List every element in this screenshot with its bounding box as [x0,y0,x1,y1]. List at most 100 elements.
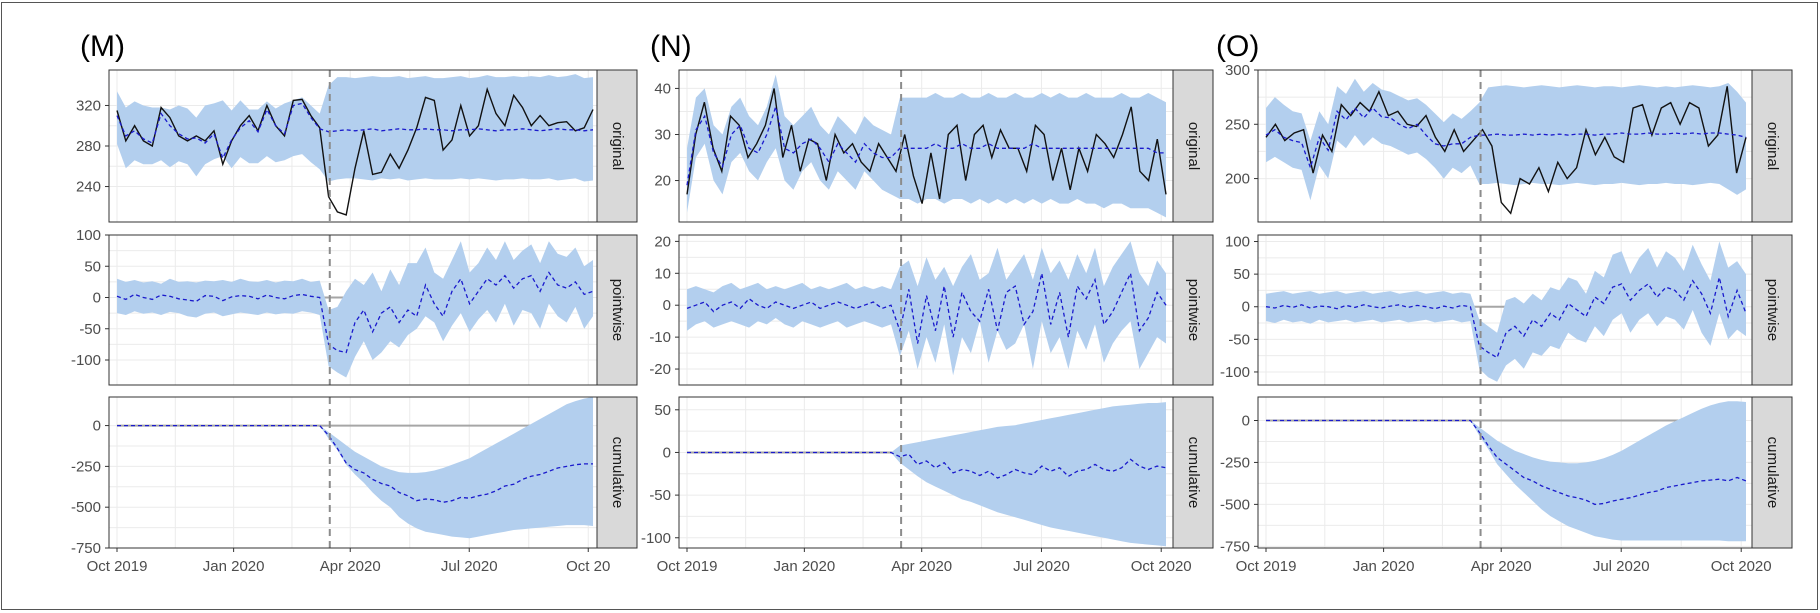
y-tick-label: 100 [76,227,101,244]
facet-strip-label: cumulative [609,437,626,509]
y-tick-label: 0 [663,297,671,314]
y-tick-label: 20 [654,173,671,190]
panel-label-n: (N) [650,30,692,63]
facet-strip [1172,69,1214,223]
predicted-series-line [686,104,1166,186]
y-tick-label: 300 [1225,62,1250,79]
panel-label-m: (M) [80,30,125,63]
x-tick-label: Oct 2020 [1711,558,1772,575]
y-tick-label: -10 [649,329,671,346]
facet-strip-label: pointwise [1764,279,1781,342]
y-tick-label: 20 [654,233,671,250]
predicted-series-line [687,451,1167,479]
facet-strip-label: original [1185,122,1202,170]
facet-strip-label: cumulative [1185,437,1202,509]
facet-strip [1751,396,1793,549]
y-tick-label: -500 [1220,496,1250,513]
x-tick-label: Apr 2020 [891,558,952,575]
facet-strip-label: pointwise [609,279,626,342]
x-tick-label: Jul 2020 [1013,558,1070,575]
y-tick-label: -50 [649,487,671,504]
facet-strip-label: original [1764,122,1781,170]
confidence-band [1266,401,1746,542]
y-tick-label: 50 [84,258,101,275]
x-tick-label: Jan 2020 [773,558,835,575]
facet-strip [596,396,638,549]
y-tick-label: -20 [649,361,671,378]
y-tick-label: 0 [1242,412,1250,429]
confidence-band [687,241,1166,376]
x-tick-label: Apr 2020 [320,558,381,575]
x-tick-label: Oct 2019 [657,558,718,575]
predicted-series-line [116,271,594,354]
y-tick-label: -750 [71,540,101,557]
observed-series-line [116,86,594,216]
facet-pointwise: 100 50 0 -50 -100 pointwise [71,227,638,386]
facet-original: 20 30 40 original [654,69,1214,223]
panel-label-o: (O) [1216,30,1260,63]
x-tick-label: Jul 2020 [1593,558,1650,575]
predicted-series-line [686,271,1167,344]
observed-series-line [686,88,1167,204]
y-tick-label: 50 [654,402,671,419]
y-tick-label: -250 [71,458,101,475]
y-tick-label: 0 [93,290,101,307]
y-tick-label: 10 [654,265,671,282]
facet-cumulative: 0 -250 -500 -750 cumulative [1220,396,1793,555]
facet-strip [1751,69,1793,223]
facet-original: 240 280 320 original [76,69,638,223]
x-tick-label: Oct 2019 [87,558,148,575]
confidence-band [117,74,593,182]
x-tick-label: Oct 2020 [1131,558,1192,575]
predicted-series-line [117,424,593,503]
facet-pointwise: 20 10 0 -10 -20 pointwise [649,233,1214,386]
facet-strip [596,234,638,386]
y-tick-label: 30 [654,126,671,143]
facet-strip-label: cumulative [1764,437,1781,509]
y-tick-label: 240 [76,179,101,196]
y-tick-label: 250 [1225,116,1250,133]
facet-strip [1172,234,1214,386]
y-tick-label: -50 [1228,331,1250,348]
facet-strip-label: pointwise [1185,279,1202,342]
y-tick-label: -100 [71,352,101,369]
y-tick-label: -750 [1220,538,1250,555]
y-tick-label: 0 [663,444,671,461]
y-tick-label: 50 [1233,266,1250,283]
predicted-series-line [1266,419,1747,506]
y-tick-label: -100 [1220,364,1250,381]
y-tick-label: 0 [1242,299,1250,316]
observed-series-line [1265,86,1747,215]
facet-cumulative: 0 -250 -500 -750 cumulative [71,396,638,557]
y-tick-label: -250 [1220,454,1250,471]
facet-cumulative: 50 0 -50 -100 cumulative [641,396,1214,549]
confidence-band [117,397,593,539]
y-tick-label: 280 [76,138,101,155]
x-tick-label: Jan 2020 [1353,558,1415,575]
x-tick-label: Jan 2020 [203,558,265,575]
facet-strip [1751,234,1793,386]
x-tick-label: Apr 2020 [1471,558,1532,575]
confidence-band [1266,241,1746,382]
facet-original: 200 250 300 original [1225,62,1793,223]
y-tick-label: 40 [654,80,671,97]
y-tick-label: -50 [79,321,101,338]
confidence-band [687,402,1166,547]
predicted-series-line [1265,106,1747,170]
facet-pointwise: 100 50 0 -50 -100 pointwise [1220,234,1793,386]
y-tick-label: 320 [76,97,101,114]
confidence-band [687,74,1166,218]
y-tick-label: 100 [1225,234,1250,251]
x-tick-label: Oct 2019 [1236,558,1297,575]
facet-strip [596,69,638,223]
y-tick-label: 0 [93,418,101,435]
y-tick-label: -100 [641,530,671,547]
y-tick-label: -500 [71,499,101,516]
x-tick-label: Oct 20 [566,558,610,575]
facet-strip [1172,396,1214,549]
predicted-series-line [116,102,594,160]
y-tick-label: 200 [1225,171,1250,188]
x-tick-label: Jul 2020 [441,558,498,575]
